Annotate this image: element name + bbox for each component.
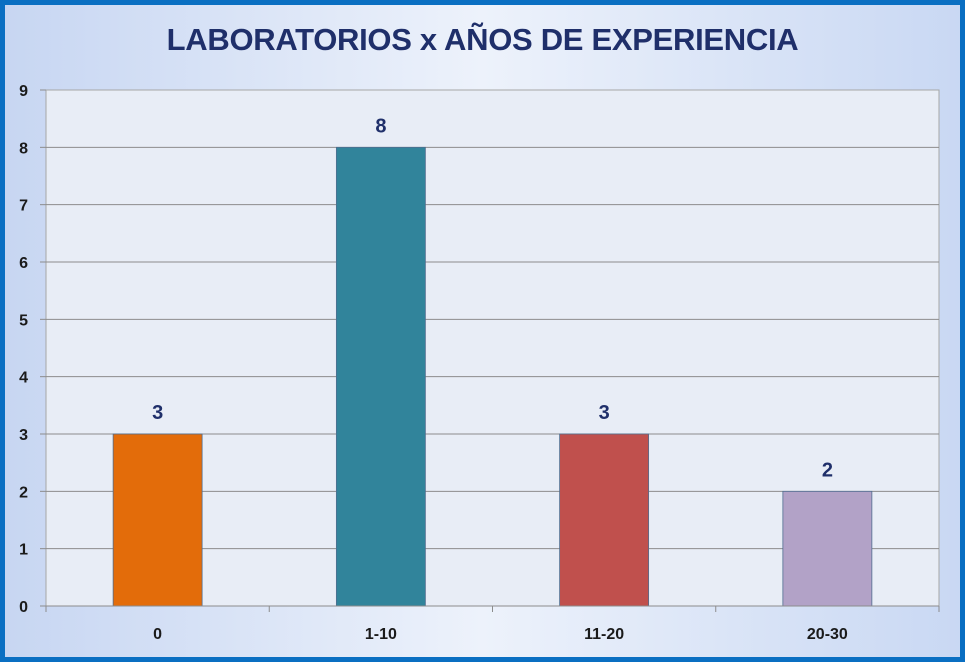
bars: [112, 146, 873, 607]
y-tick-label: 5: [19, 312, 28, 329]
y-tick-label: 4: [19, 370, 28, 387]
bar-1-10: [335, 146, 426, 607]
y-tick-label: 7: [19, 198, 28, 215]
y-tick-label: 6: [19, 255, 28, 272]
data-label: 8: [375, 115, 386, 137]
y-tick-label: 9: [19, 83, 28, 100]
x-tick-label: 11-20: [584, 626, 624, 643]
y-tick-label: 8: [19, 140, 28, 157]
bar-11-20: [559, 433, 650, 607]
y-tick-label: 3: [19, 427, 28, 444]
chart-title: LABORATORIOS x AÑOS DE EXPERIENCIA: [166, 22, 799, 57]
x-tick-label: 0: [153, 626, 162, 643]
x-axis: 0 1-10 11-20 20-30: [45, 605, 940, 643]
bar-0: [112, 433, 203, 607]
data-label: 3: [152, 402, 163, 424]
y-tick-label: 2: [19, 484, 28, 501]
y-tick-label: 0: [19, 599, 28, 616]
y-axis-ticks: 0 1 2 3 4 5 6 7 8 9: [19, 83, 46, 616]
data-label: 2: [822, 459, 833, 481]
bar-20-30: [782, 490, 873, 607]
data-labels: 3 8 3 2: [152, 115, 833, 481]
y-tick-label: 1: [19, 542, 28, 559]
x-tick-label: 1-10: [365, 626, 397, 643]
data-label: 3: [599, 402, 610, 424]
x-tick-label: 20-30: [807, 626, 848, 643]
